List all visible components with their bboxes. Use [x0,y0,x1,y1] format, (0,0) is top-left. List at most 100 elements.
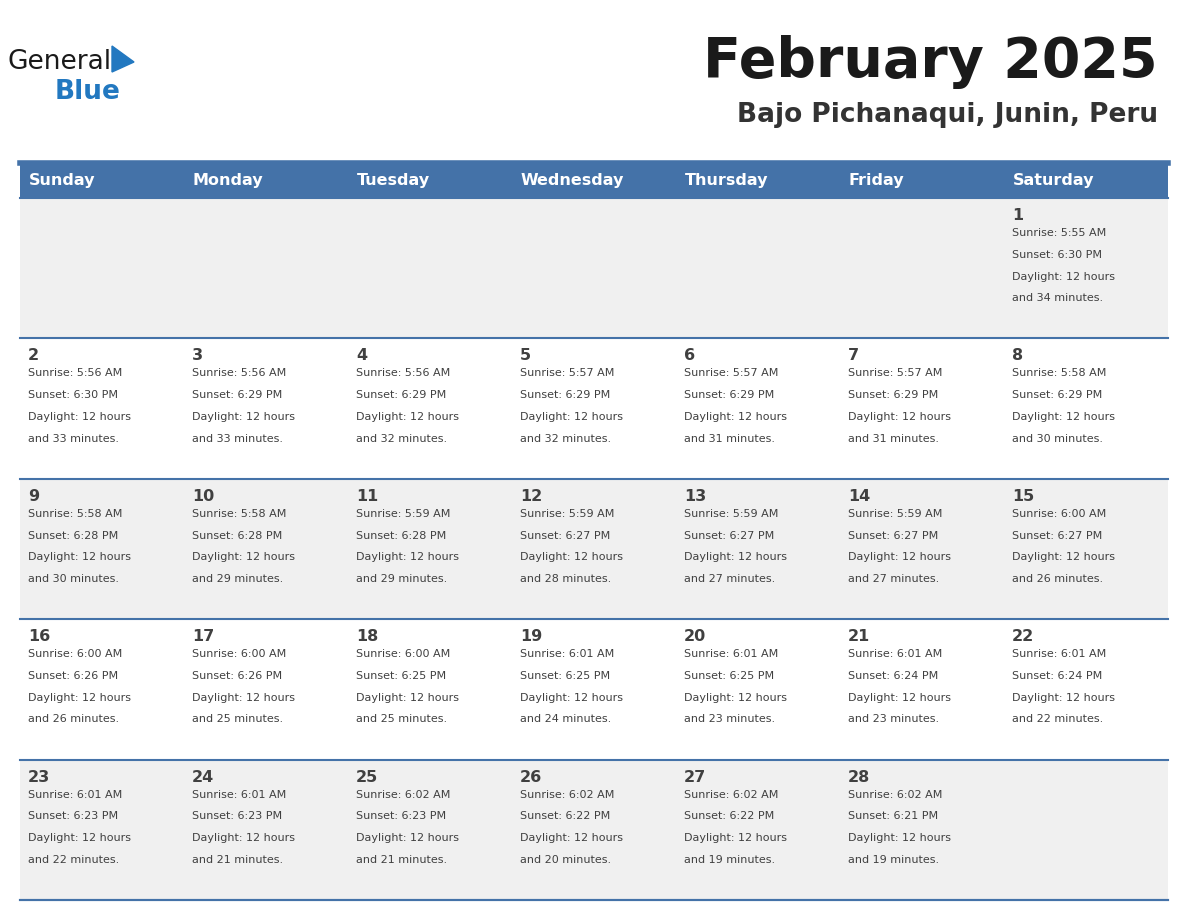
Text: and 21 minutes.: and 21 minutes. [192,855,283,865]
Text: 17: 17 [192,629,214,644]
Bar [184,479,348,620]
Text: Sunrise: 6:02 AM: Sunrise: 6:02 AM [684,789,778,800]
Bar [1004,198,1168,339]
Text: Daylight: 12 hours: Daylight: 12 hours [29,553,131,563]
Text: Daylight: 12 hours: Daylight: 12 hours [684,553,786,563]
Text: February 2025: February 2025 [703,35,1158,89]
Text: Sunrise: 5:58 AM: Sunrise: 5:58 AM [192,509,286,519]
Text: 21: 21 [848,629,871,644]
Text: Daylight: 12 hours: Daylight: 12 hours [520,834,623,843]
Text: 12: 12 [520,488,542,504]
Text: Sunrise: 5:56 AM: Sunrise: 5:56 AM [192,368,286,378]
Bar [348,198,512,339]
Text: Monday: Monday [192,173,264,188]
Bar [184,198,348,339]
Text: Sunrise: 6:01 AM: Sunrise: 6:01 AM [520,649,614,659]
Bar [1004,339,1168,479]
Bar [676,620,840,759]
Bar [512,479,676,620]
Text: Daylight: 12 hours: Daylight: 12 hours [1012,553,1116,563]
Text: Sunrise: 6:02 AM: Sunrise: 6:02 AM [848,789,942,800]
Text: and 32 minutes.: and 32 minutes. [520,433,611,443]
Text: Sunrise: 6:01 AM: Sunrise: 6:01 AM [848,649,942,659]
Bar [20,479,184,620]
Text: Daylight: 12 hours: Daylight: 12 hours [29,834,131,843]
Bar [676,339,840,479]
Text: Daylight: 12 hours: Daylight: 12 hours [1012,693,1116,702]
Text: Sunrise: 5:56 AM: Sunrise: 5:56 AM [356,368,450,378]
Text: 20: 20 [684,629,706,644]
Bar [840,163,1004,198]
Text: Sunset: 6:29 PM: Sunset: 6:29 PM [192,390,283,400]
Bar [840,479,1004,620]
Text: Sunrise: 6:01 AM: Sunrise: 6:01 AM [192,789,286,800]
Text: Sunset: 6:28 PM: Sunset: 6:28 PM [29,531,119,541]
Text: Sunset: 6:28 PM: Sunset: 6:28 PM [192,531,283,541]
Text: Sunset: 6:21 PM: Sunset: 6:21 PM [848,812,939,822]
Text: 25: 25 [356,769,378,785]
Text: Daylight: 12 hours: Daylight: 12 hours [192,834,295,843]
Text: Sunset: 6:24 PM: Sunset: 6:24 PM [1012,671,1102,681]
Text: Daylight: 12 hours: Daylight: 12 hours [356,553,459,563]
Text: and 29 minutes.: and 29 minutes. [356,574,447,584]
Bar [348,339,512,479]
Text: Daylight: 12 hours: Daylight: 12 hours [684,834,786,843]
Text: Sunrise: 6:00 AM: Sunrise: 6:00 AM [1012,509,1106,519]
Text: Daylight: 12 hours: Daylight: 12 hours [848,553,952,563]
Bar [1004,479,1168,620]
Bar [676,759,840,900]
Bar [1004,759,1168,900]
Bar [676,198,840,339]
Text: Daylight: 12 hours: Daylight: 12 hours [29,693,131,702]
Text: Sunset: 6:27 PM: Sunset: 6:27 PM [684,531,775,541]
Text: Sunset: 6:23 PM: Sunset: 6:23 PM [356,812,447,822]
Text: and 33 minutes.: and 33 minutes. [192,433,283,443]
Text: Daylight: 12 hours: Daylight: 12 hours [29,412,131,422]
Bar [184,163,348,198]
Text: Sunrise: 5:57 AM: Sunrise: 5:57 AM [520,368,614,378]
Bar [676,163,840,198]
Text: Sunset: 6:30 PM: Sunset: 6:30 PM [1012,250,1102,260]
Text: Sunrise: 6:00 AM: Sunrise: 6:00 AM [192,649,286,659]
Bar [1004,620,1168,759]
Bar [184,759,348,900]
Text: Sunrise: 6:00 AM: Sunrise: 6:00 AM [29,649,122,659]
Text: and 30 minutes.: and 30 minutes. [29,574,119,584]
Text: and 25 minutes.: and 25 minutes. [192,714,283,724]
Text: and 22 minutes.: and 22 minutes. [29,855,119,865]
Text: 4: 4 [356,349,367,364]
Text: 22: 22 [1012,629,1035,644]
Text: Sunset: 6:28 PM: Sunset: 6:28 PM [356,531,447,541]
Bar [20,759,184,900]
Text: Bajo Pichanaqui, Junin, Peru: Bajo Pichanaqui, Junin, Peru [737,102,1158,128]
Text: Sunset: 6:24 PM: Sunset: 6:24 PM [848,671,939,681]
Text: and 32 minutes.: and 32 minutes. [356,433,447,443]
Text: Daylight: 12 hours: Daylight: 12 hours [192,412,295,422]
Text: Sunset: 6:29 PM: Sunset: 6:29 PM [1012,390,1102,400]
Bar [348,479,512,620]
Bar [840,339,1004,479]
Text: Daylight: 12 hours: Daylight: 12 hours [520,553,623,563]
Bar [512,163,676,198]
Text: Thursday: Thursday [685,173,769,188]
Text: 16: 16 [29,629,50,644]
Text: 2: 2 [29,349,39,364]
Text: and 28 minutes.: and 28 minutes. [520,574,612,584]
Bar [512,620,676,759]
Text: Sunday: Sunday [29,173,95,188]
Text: Sunrise: 6:01 AM: Sunrise: 6:01 AM [684,649,778,659]
Text: 15: 15 [1012,488,1035,504]
Text: Daylight: 12 hours: Daylight: 12 hours [192,693,295,702]
Text: Sunrise: 6:01 AM: Sunrise: 6:01 AM [29,789,122,800]
Text: Sunset: 6:27 PM: Sunset: 6:27 PM [848,531,939,541]
Text: 1: 1 [1012,208,1023,223]
Bar [20,339,184,479]
Bar [512,759,676,900]
Text: 10: 10 [192,488,214,504]
Text: Sunset: 6:22 PM: Sunset: 6:22 PM [520,812,611,822]
Text: and 29 minutes.: and 29 minutes. [192,574,283,584]
Text: Sunrise: 5:57 AM: Sunrise: 5:57 AM [848,368,942,378]
Text: 3: 3 [192,349,203,364]
Bar [20,163,184,198]
Text: 7: 7 [848,349,859,364]
